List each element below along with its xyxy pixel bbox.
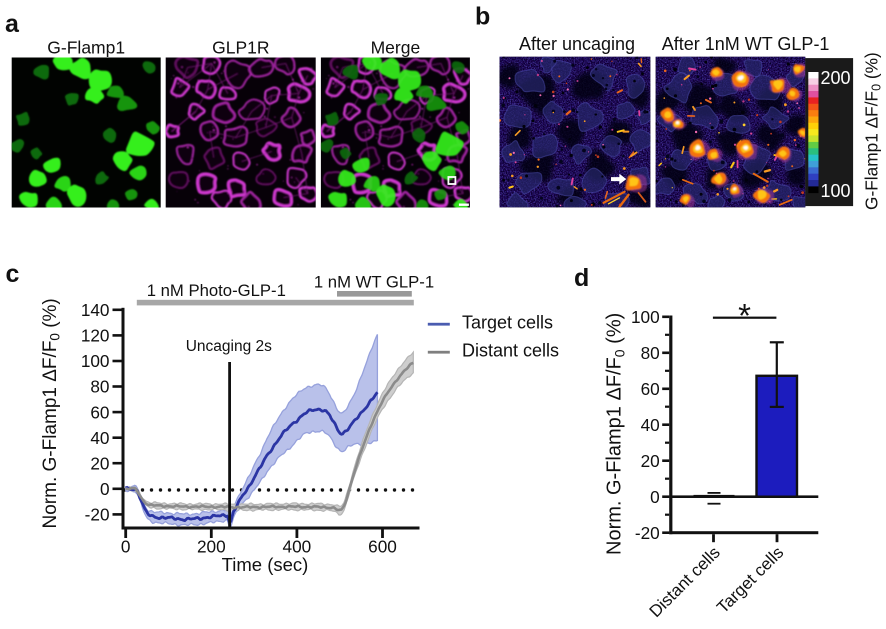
svg-text:140: 140 [81, 300, 110, 320]
svg-text:After uncaging: After uncaging [519, 34, 635, 54]
svg-text:c: c [6, 260, 20, 288]
svg-text:Target cells: Target cells [462, 312, 553, 332]
svg-text:1 nM WT GLP-1: 1 nM WT GLP-1 [314, 273, 434, 292]
svg-text:Time (sec): Time (sec) [222, 554, 309, 575]
svg-text:0: 0 [121, 537, 131, 557]
svg-text:a: a [5, 10, 20, 38]
svg-text:G-Flamp1 ΔF/F0 (%): G-Flamp1 ΔF/F0 (%) [862, 52, 884, 210]
svg-text:40: 40 [641, 415, 660, 435]
svg-text:20: 20 [641, 451, 660, 471]
svg-text:Uncaging 2s: Uncaging 2s [186, 338, 272, 355]
svg-text:120: 120 [81, 326, 110, 346]
svg-text:60: 60 [90, 402, 109, 422]
svg-text:600: 600 [368, 537, 397, 557]
svg-text:200: 200 [197, 537, 226, 557]
svg-text:80: 80 [90, 377, 109, 397]
svg-text:-20: -20 [85, 505, 110, 525]
svg-text:After 1nM WT GLP-1: After 1nM WT GLP-1 [662, 34, 830, 54]
svg-text:0: 0 [100, 479, 110, 499]
svg-text:100: 100 [631, 307, 660, 327]
svg-text:Merge: Merge [371, 38, 421, 58]
svg-text:100: 100 [81, 351, 110, 371]
svg-text:GLP1R: GLP1R [212, 38, 269, 58]
svg-text:G-Flamp1: G-Flamp1 [47, 38, 125, 58]
svg-text:20: 20 [90, 453, 109, 473]
svg-text:Distant cells: Distant cells [462, 341, 559, 361]
svg-text:0: 0 [650, 487, 660, 507]
svg-text:200: 200 [821, 68, 851, 88]
svg-text:b: b [475, 3, 490, 31]
svg-text:1 nM Photo-GLP-1: 1 nM Photo-GLP-1 [147, 281, 286, 300]
svg-text:Norm. G-Flamp1 ΔF/F0 (%): Norm. G-Flamp1 ΔF/F0 (%) [40, 298, 63, 528]
svg-text:Norm. G-Flamp1 ΔF/F0 (%): Norm. G-Flamp1 ΔF/F0 (%) [604, 313, 628, 555]
svg-text:80: 80 [641, 343, 660, 363]
svg-text:60: 60 [641, 379, 660, 399]
svg-text:-20: -20 [635, 523, 660, 543]
svg-text:400: 400 [283, 537, 312, 557]
svg-text:d: d [574, 264, 589, 292]
svg-text:100: 100 [821, 181, 851, 201]
svg-text:*: * [738, 297, 751, 334]
svg-text:40: 40 [90, 428, 109, 448]
